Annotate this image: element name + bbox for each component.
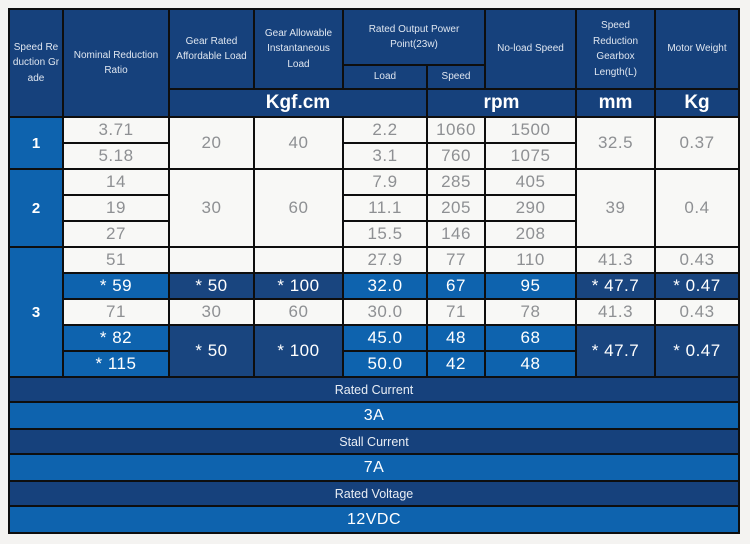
cell-load: 3.1	[342, 142, 428, 170]
cell-noload-speed: 68	[484, 324, 577, 352]
cell-load: 27.9	[342, 246, 428, 274]
cell-speed: 77	[426, 246, 486, 274]
cell-gearbox-length: 41.3	[575, 298, 656, 326]
cell-noload-speed: 95	[484, 272, 577, 300]
cell-gearbox-length-starred: * 47.7	[575, 324, 656, 378]
header-gear-rated-affordable-load: Gear Rated Affordable Load	[168, 8, 255, 90]
cell-gear-rated: 20	[168, 116, 255, 170]
cell-gear-allowable-starred: * 100	[253, 272, 344, 300]
cell-motor-weight-starred: * 0.47	[654, 324, 740, 378]
header-speed-reduction-grade: Speed Reduction Grade	[8, 8, 64, 118]
footer-value-rated-current: 3A	[8, 401, 740, 430]
cell-ratio-starred: * 115	[62, 350, 170, 378]
grade-cell-2: 2	[8, 168, 64, 248]
footer-label-stall-current: Stall Current	[8, 428, 740, 455]
cell-speed: 1060	[426, 116, 486, 144]
cell-speed: 48	[426, 324, 486, 352]
cell-speed: 67	[426, 272, 486, 300]
cell-load: 7.9	[342, 168, 428, 196]
cell-motor-weight: 0.37	[654, 116, 740, 170]
subheader-load: Load	[342, 64, 428, 90]
cell-noload-speed: 405	[484, 168, 577, 196]
cell-gear-rated-starred: * 50	[168, 324, 255, 378]
header-nominal-reduction-ratio: Nominal Reduction Ratio	[62, 8, 170, 118]
cell-gear-allowable: 60	[253, 168, 344, 248]
cell-load: 11.1	[342, 194, 428, 222]
cell-gear-allowable-empty	[253, 246, 344, 274]
cell-ratio: 19	[62, 194, 170, 222]
cell-gear-allowable: 40	[253, 116, 344, 170]
cell-motor-weight-starred: * 0.47	[654, 272, 740, 300]
cell-noload-speed: 110	[484, 246, 577, 274]
cell-gearbox-length: 39	[575, 168, 656, 248]
unit-kg: Kg	[654, 88, 740, 118]
unit-rpm: rpm	[426, 88, 577, 118]
cell-load: 50.0	[342, 350, 428, 378]
header-gearbox-length: Speed Reduction Gearbox Length(L)	[575, 8, 656, 90]
footer-value-rated-voltage: 12VDC	[8, 505, 740, 534]
cell-gear-rated-empty	[168, 246, 255, 274]
cell-noload-speed: 48	[484, 350, 577, 378]
unit-mm: mm	[575, 88, 656, 118]
cell-load: 32.0	[342, 272, 428, 300]
cell-ratio-starred: * 82	[62, 324, 170, 352]
footer-label-rated-voltage: Rated Voltage	[8, 480, 740, 507]
footer-label-rated-current: Rated Current	[8, 376, 740, 403]
cell-ratio: 27	[62, 220, 170, 248]
header-no-load-speed: No-load Speed	[484, 8, 577, 90]
cell-ratio: 5.18	[62, 142, 170, 170]
cell-ratio: 14	[62, 168, 170, 196]
cell-load: 2.2	[342, 116, 428, 144]
cell-ratio: 3.71	[62, 116, 170, 144]
cell-gearbox-length: 32.5	[575, 116, 656, 170]
cell-motor-weight: 0.43	[654, 246, 740, 274]
cell-gearbox-length-starred: * 47.7	[575, 272, 656, 300]
cell-load: 15.5	[342, 220, 428, 248]
header-rated-output-power-point: Rated Output Power Point(23w)	[342, 8, 486, 66]
cell-noload-speed: 1500	[484, 116, 577, 144]
cell-noload-speed: 78	[484, 298, 577, 326]
cell-gear-allowable: 60	[253, 298, 344, 326]
cell-motor-weight: 0.4	[654, 168, 740, 248]
grade-cell-1: 1	[8, 116, 64, 170]
cell-gear-rated: 30	[168, 298, 255, 326]
header-gear-allowable-instantaneous-load: Gear Allowable Instantaneous Load	[253, 8, 344, 90]
cell-speed: 285	[426, 168, 486, 196]
cell-gear-rated: 30	[168, 168, 255, 248]
cell-noload-speed: 290	[484, 194, 577, 222]
subheader-speed: Speed	[426, 64, 486, 90]
cell-noload-speed: 208	[484, 220, 577, 248]
cell-ratio: 51	[62, 246, 170, 274]
footer-value-stall-current: 7A	[8, 453, 740, 482]
header-motor-weight: Motor Weight	[654, 8, 740, 90]
cell-speed: 71	[426, 298, 486, 326]
cell-speed: 760	[426, 142, 486, 170]
cell-speed: 205	[426, 194, 486, 222]
cell-ratio: 71	[62, 298, 170, 326]
cell-speed: 42	[426, 350, 486, 378]
cell-load: 45.0	[342, 324, 428, 352]
cell-ratio-starred: * 59	[62, 272, 170, 300]
grade-cell-3: 3	[8, 246, 64, 378]
cell-load: 30.0	[342, 298, 428, 326]
cell-gear-rated-starred: * 50	[168, 272, 255, 300]
cell-gearbox-length: 41.3	[575, 246, 656, 274]
cell-gear-allowable-starred: * 100	[253, 324, 344, 378]
cell-speed: 146	[426, 220, 486, 248]
cell-motor-weight: 0.43	[654, 298, 740, 326]
spec-table: Speed Reduction Grade Nominal Reduction …	[8, 8, 740, 534]
unit-kgfcm: Kgf.cm	[168, 88, 428, 118]
cell-noload-speed: 1075	[484, 142, 577, 170]
